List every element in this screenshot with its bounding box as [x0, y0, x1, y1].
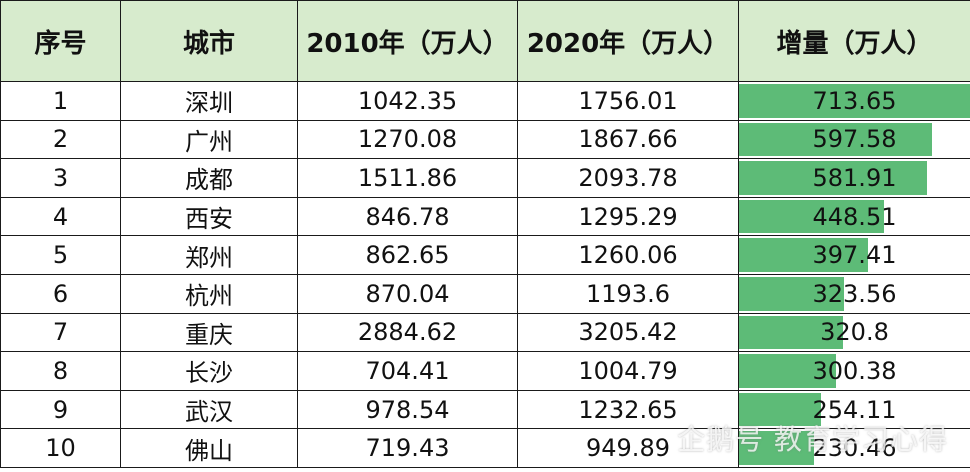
cell-city: 重庆 [120, 312, 298, 353]
cell-pop-2010: 2884.62 [297, 312, 518, 353]
cell-index: 4 [0, 196, 121, 237]
cell-city: 佛山 [120, 428, 298, 468]
cell-pop-2010: 1270.08 [297, 119, 518, 160]
increase-bar [739, 276, 844, 311]
cell-index: 5 [0, 235, 121, 275]
cell-increase: 323.56 [738, 273, 970, 314]
cell-city: 成都 [120, 158, 298, 198]
increase-value: 254.11 [812, 395, 897, 424]
cell-city: 长沙 [120, 351, 298, 391]
cell-increase: 254.11 [738, 389, 970, 430]
table-row: 2 广州 1270.08 1867.66 597.58 [0, 119, 970, 160]
cell-pop-2020: 1004.79 [517, 351, 739, 391]
cell-city: 西安 [120, 196, 298, 237]
table-row: 9 武汉 978.54 1232.65 254.11 [0, 389, 970, 430]
cell-index: 3 [0, 158, 121, 198]
cell-increase: 397.41 [738, 235, 970, 275]
cell-increase: 320.8 [738, 312, 970, 353]
header-increase: 增量（万人） [738, 0, 970, 82]
table-row: 7 重庆 2884.62 3205.42 320.8 [0, 312, 970, 353]
increase-bar [739, 315, 843, 350]
increase-value: 448.51 [812, 202, 897, 231]
increase-value: 597.58 [812, 125, 897, 154]
increase-value: 323.56 [812, 279, 897, 308]
increase-bar [739, 161, 928, 195]
increase-value: 581.91 [812, 163, 897, 192]
cell-city: 郑州 [120, 235, 298, 275]
increase-value: 397.41 [812, 241, 897, 270]
cell-pop-2010: 978.54 [297, 389, 518, 430]
cell-pop-2020: 949.89 [517, 428, 739, 468]
cell-pop-2010: 1511.86 [297, 158, 518, 198]
cell-pop-2020: 1232.65 [517, 389, 739, 430]
increase-bar [739, 431, 814, 465]
table-row: 3 成都 1511.86 2093.78 581.91 [0, 158, 970, 198]
cell-index: 6 [0, 273, 121, 314]
cell-index: 7 [0, 312, 121, 353]
header-pop-2020: 2020年（万人） [517, 0, 739, 82]
cell-pop-2020: 1295.29 [517, 196, 739, 237]
header-city: 城市 [120, 0, 298, 82]
cell-pop-2010: 1042.35 [297, 81, 518, 121]
cell-index: 1 [0, 81, 121, 121]
cell-index: 8 [0, 351, 121, 391]
cell-pop-2020: 1867.66 [517, 119, 739, 160]
cell-city: 广州 [120, 119, 298, 160]
cell-increase: 597.58 [738, 119, 970, 160]
cell-index: 9 [0, 389, 121, 430]
increase-bar [739, 199, 885, 234]
increase-bar [739, 84, 970, 118]
table-row: 6 杭州 870.04 1193.6 323.56 [0, 273, 970, 314]
cell-index: 10 [0, 428, 121, 468]
header-pop-2010: 2010年（万人） [297, 0, 518, 82]
cell-city: 深圳 [120, 81, 298, 121]
increase-value: 230.46 [812, 434, 897, 463]
table-row: 5 郑州 862.65 1260.06 397.41 [0, 235, 970, 275]
table-row: 10 佛山 719.43 949.89 230.46 [0, 428, 970, 468]
increase-bar [739, 392, 822, 427]
cell-pop-2010: 870.04 [297, 273, 518, 314]
table-row: 1 深圳 1042.35 1756.01 713.65 [0, 81, 970, 121]
header-row: 序号 城市 2010年（万人） 2020年（万人） 增量（万人） [0, 0, 970, 82]
cell-city: 杭州 [120, 273, 298, 314]
cell-increase: 230.46 [738, 428, 970, 468]
cell-pop-2020: 2093.78 [517, 158, 739, 198]
increase-value: 320.8 [820, 318, 889, 347]
cell-increase: 713.65 [738, 81, 970, 121]
cell-pop-2010: 846.78 [297, 196, 518, 237]
cell-pop-2010: 719.43 [297, 428, 518, 468]
increase-value: 300.38 [812, 356, 897, 385]
cell-pop-2010: 704.41 [297, 351, 518, 391]
increase-bar [739, 354, 837, 388]
cell-pop-2020: 3205.42 [517, 312, 739, 353]
increase-bar [739, 122, 933, 157]
increase-bar [739, 238, 868, 272]
cell-index: 2 [0, 119, 121, 160]
cell-increase: 300.38 [738, 351, 970, 391]
table-row: 8 长沙 704.41 1004.79 300.38 [0, 351, 970, 391]
table-row: 4 西安 846.78 1295.29 448.51 [0, 196, 970, 237]
cell-increase: 448.51 [738, 196, 970, 237]
increase-value: 713.65 [812, 86, 897, 115]
cell-increase: 581.91 [738, 158, 970, 198]
header-index: 序号 [0, 0, 121, 82]
cell-pop-2020: 1756.01 [517, 81, 739, 121]
cell-pop-2020: 1260.06 [517, 235, 739, 275]
cell-city: 武汉 [120, 389, 298, 430]
cell-pop-2020: 1193.6 [517, 273, 739, 314]
cell-pop-2010: 862.65 [297, 235, 518, 275]
